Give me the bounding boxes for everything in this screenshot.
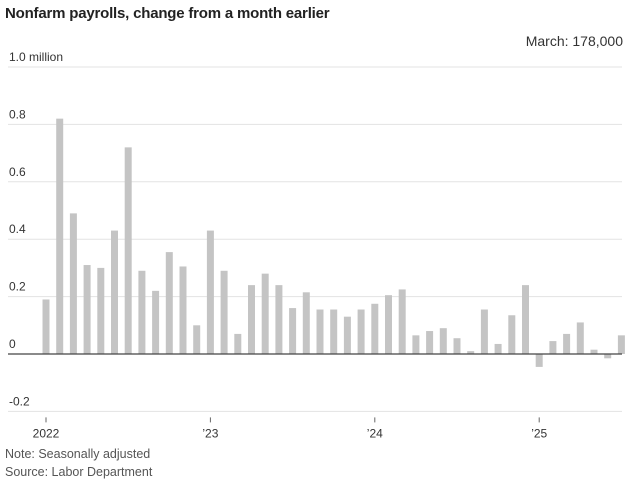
bar xyxy=(206,230,214,354)
bar xyxy=(275,285,283,354)
bar xyxy=(371,303,379,354)
bar xyxy=(111,230,118,354)
bar xyxy=(69,213,77,354)
bar xyxy=(453,338,461,354)
y-tick-label: 0.8 xyxy=(9,107,26,121)
bar xyxy=(179,266,187,354)
bar xyxy=(248,285,255,354)
bar xyxy=(152,290,160,354)
y-tick-label: 0.4 xyxy=(9,222,26,236)
bar xyxy=(234,333,242,354)
x-tick-label: 2022 xyxy=(33,426,60,440)
footnote-source: Source: Labor Department xyxy=(5,465,153,479)
bar xyxy=(330,309,338,354)
bar xyxy=(549,341,557,354)
bar xyxy=(138,270,146,354)
y-tick-label: -0.2 xyxy=(9,394,30,408)
bar xyxy=(439,328,447,354)
bar xyxy=(508,315,516,354)
bar xyxy=(398,289,406,354)
bar xyxy=(426,331,434,354)
axes: 1.0 million 0.8 0.6 0.4 0.2 0 -0.2 2022 ’23 ’24 ’2… xyxy=(8,50,622,440)
bar xyxy=(576,322,584,354)
bar xyxy=(480,309,488,354)
bar xyxy=(590,349,598,354)
bar xyxy=(604,354,612,359)
y-tick-label: 1.0 million xyxy=(9,50,63,64)
bar xyxy=(494,343,502,354)
bar xyxy=(97,267,105,354)
bar xyxy=(412,335,420,354)
footnote-note: Note: Seasonally adjusted xyxy=(5,447,151,461)
bar xyxy=(302,292,310,354)
y-tick-label: 0 xyxy=(9,337,16,351)
bars xyxy=(42,118,625,367)
bar xyxy=(385,295,392,354)
bar xyxy=(617,335,625,354)
bar xyxy=(316,309,324,354)
grid-lines xyxy=(8,66,622,412)
bar xyxy=(563,333,571,354)
bar xyxy=(56,118,64,354)
bar xyxy=(220,270,228,354)
latest-value-callout: March: 178,000 xyxy=(525,33,623,49)
bar xyxy=(42,299,50,354)
x-tick-label: ’24 xyxy=(367,426,383,440)
bar xyxy=(193,325,201,354)
x-tick-label: ’25 xyxy=(531,426,547,440)
bar xyxy=(343,316,351,354)
x-tick-label: ’23 xyxy=(202,426,218,440)
bar xyxy=(522,285,529,354)
bar xyxy=(467,351,475,354)
bar xyxy=(357,309,365,354)
bar xyxy=(535,354,543,367)
bar xyxy=(289,308,297,354)
y-tick-label: 0.2 xyxy=(9,280,26,294)
bar xyxy=(83,265,91,354)
bar xyxy=(261,273,269,354)
bar xyxy=(124,147,132,354)
bar xyxy=(165,252,173,354)
y-tick-label: 0.6 xyxy=(9,165,26,179)
chart-title: Nonfarm payrolls, change from a month ea… xyxy=(5,5,330,22)
